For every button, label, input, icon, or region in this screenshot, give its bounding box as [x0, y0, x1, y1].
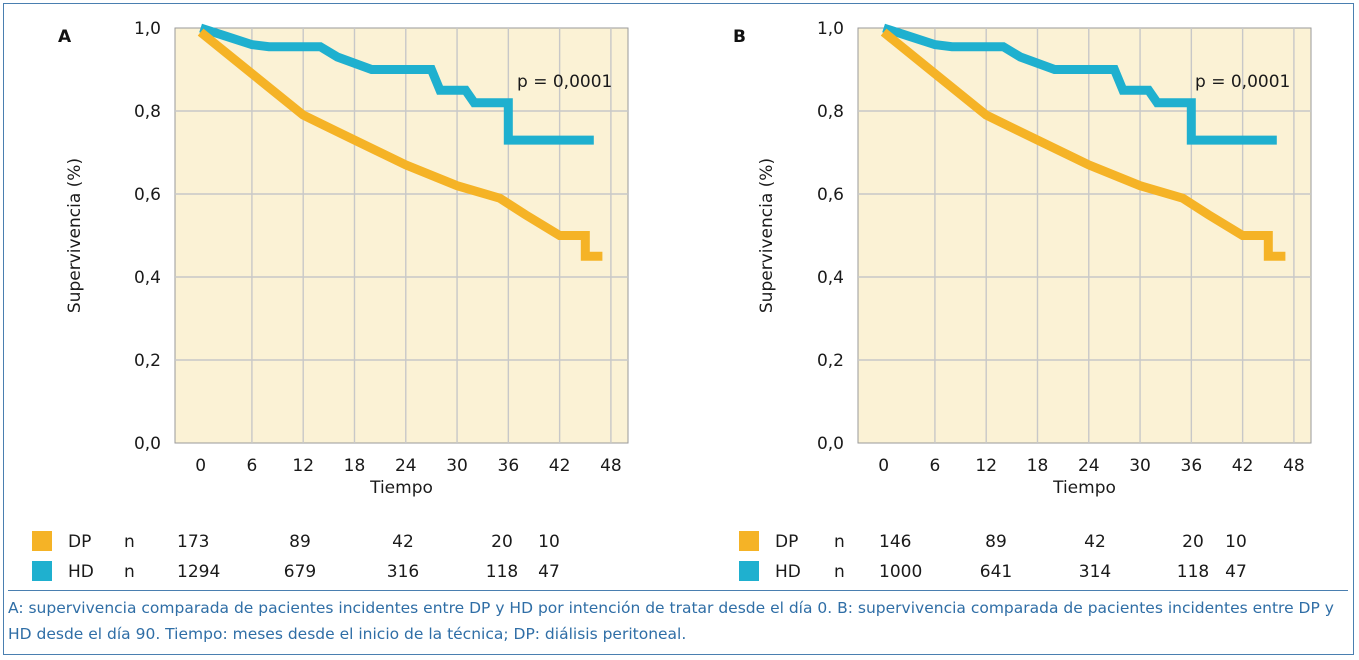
risk-table-prefix: n [834, 562, 845, 582]
risk-table-value: 679 [284, 562, 316, 582]
panel-a: A 0,0 0,2 0,4 0,6 0,8 1,0 0 6 12 18 24 30 36 42 48 Tiemp… [32, 19, 629, 582]
x-tick-label: 18 [1027, 456, 1049, 476]
x-axis-label: Tiempo [369, 478, 433, 498]
x-tick-label: 12 [292, 456, 314, 476]
series-line-hd [199, 23, 594, 145]
series-line-dp [197, 28, 603, 261]
x-tick-label: 0 [195, 456, 206, 476]
x-tick-label: 36 [1181, 456, 1203, 476]
y-tick-label: 0,2 [817, 351, 844, 371]
risk-table-value: 1294 [177, 562, 220, 582]
risk-table-value: 42 [1084, 532, 1106, 552]
series-line-dp [880, 28, 1286, 261]
legend-swatch-hd [739, 561, 759, 581]
risk-table-prefix: n [124, 562, 135, 582]
y-axis-label: Supervivencia (%) [757, 158, 777, 313]
y-tick-label: 0,4 [134, 268, 161, 288]
y-tick-label: 1,0 [817, 19, 844, 39]
risk-table-value: 1000 [879, 562, 922, 582]
risk-table-prefix: n [834, 532, 845, 552]
x-tick-label: 30 [1129, 456, 1151, 476]
risk-table-value: 42 [392, 532, 414, 552]
risk-table-value: 118 [486, 562, 518, 582]
x-tick-label: 12 [975, 456, 997, 476]
x-tick-label: 18 [344, 456, 366, 476]
legend-label-hd: HD [68, 562, 94, 582]
risk-table-prefix: n [124, 532, 135, 552]
risk-table-value: 10 [1225, 532, 1247, 552]
risk-table-value: 118 [1177, 562, 1209, 582]
y-tick-label: 1,0 [134, 19, 161, 39]
panel-b: B 0,0 0,2 0,4 0,6 0,8 1,0 0 6 12 18 24 30 36 42 48 Tiemp… [733, 19, 1312, 582]
panel-letter: A [58, 27, 72, 47]
x-axis-label: Tiempo [1052, 478, 1116, 498]
survival-figure: A 0,0 0,2 0,4 0,6 0,8 1,0 0 6 12 18 24 30 36 42 48 Tiemp… [32, 19, 1312, 582]
legend-swatch-dp [32, 531, 52, 551]
y-tick-label: 0,4 [817, 268, 844, 288]
legend-label-hd: HD [775, 562, 801, 582]
series-line-hd [882, 23, 1277, 145]
risk-table-value: 47 [538, 562, 560, 582]
risk-table-value: 173 [177, 532, 209, 552]
risk-table-value: 316 [387, 562, 419, 582]
risk-table-value: 314 [1079, 562, 1111, 582]
p-value-annotation: p = 0,0001 [1195, 72, 1290, 92]
x-tick-label: 6 [247, 456, 258, 476]
x-tick-label: 6 [930, 456, 941, 476]
risk-table-value: 641 [980, 562, 1012, 582]
risk-table-value: 10 [538, 532, 560, 552]
x-tick-label: 30 [446, 456, 468, 476]
x-tick-label: 42 [549, 456, 571, 476]
y-tick-label: 0,8 [817, 102, 844, 122]
plot-area [857, 27, 1312, 444]
legend-swatch-dp [739, 531, 759, 551]
x-tick-label: 24 [1078, 456, 1100, 476]
x-tick-label: 0 [878, 456, 889, 476]
y-axis-label: Supervivencia (%) [65, 158, 85, 313]
x-tick-label: 48 [600, 456, 622, 476]
risk-table-value: 146 [879, 532, 911, 552]
x-tick-label: 24 [395, 456, 417, 476]
legend-label-dp: DP [775, 532, 798, 552]
risk-table-value: 20 [491, 532, 513, 552]
risk-table-value: 89 [289, 532, 311, 552]
x-tick-label: 36 [498, 456, 520, 476]
y-tick-label: 0,8 [134, 102, 161, 122]
risk-table-value: 20 [1182, 532, 1204, 552]
risk-table-value: 89 [985, 532, 1007, 552]
legend-label-dp: DP [68, 532, 91, 552]
y-tick-label: 0,6 [134, 185, 161, 205]
y-tick-label: 0,2 [134, 351, 161, 371]
panel-letter: B [733, 27, 746, 47]
x-tick-label: 42 [1232, 456, 1254, 476]
y-tick-label: 0,6 [817, 185, 844, 205]
p-value-annotation: p = 0,0001 [517, 72, 612, 92]
y-tick-label: 0,0 [817, 434, 844, 454]
risk-table-value: 47 [1225, 562, 1247, 582]
legend-swatch-hd [32, 561, 52, 581]
y-tick-label: 0,0 [134, 434, 161, 454]
figure-caption: A: supervivencia comparada de pacientes … [8, 590, 1348, 647]
figure-frame [3, 3, 1354, 655]
x-tick-label: 48 [1283, 456, 1305, 476]
